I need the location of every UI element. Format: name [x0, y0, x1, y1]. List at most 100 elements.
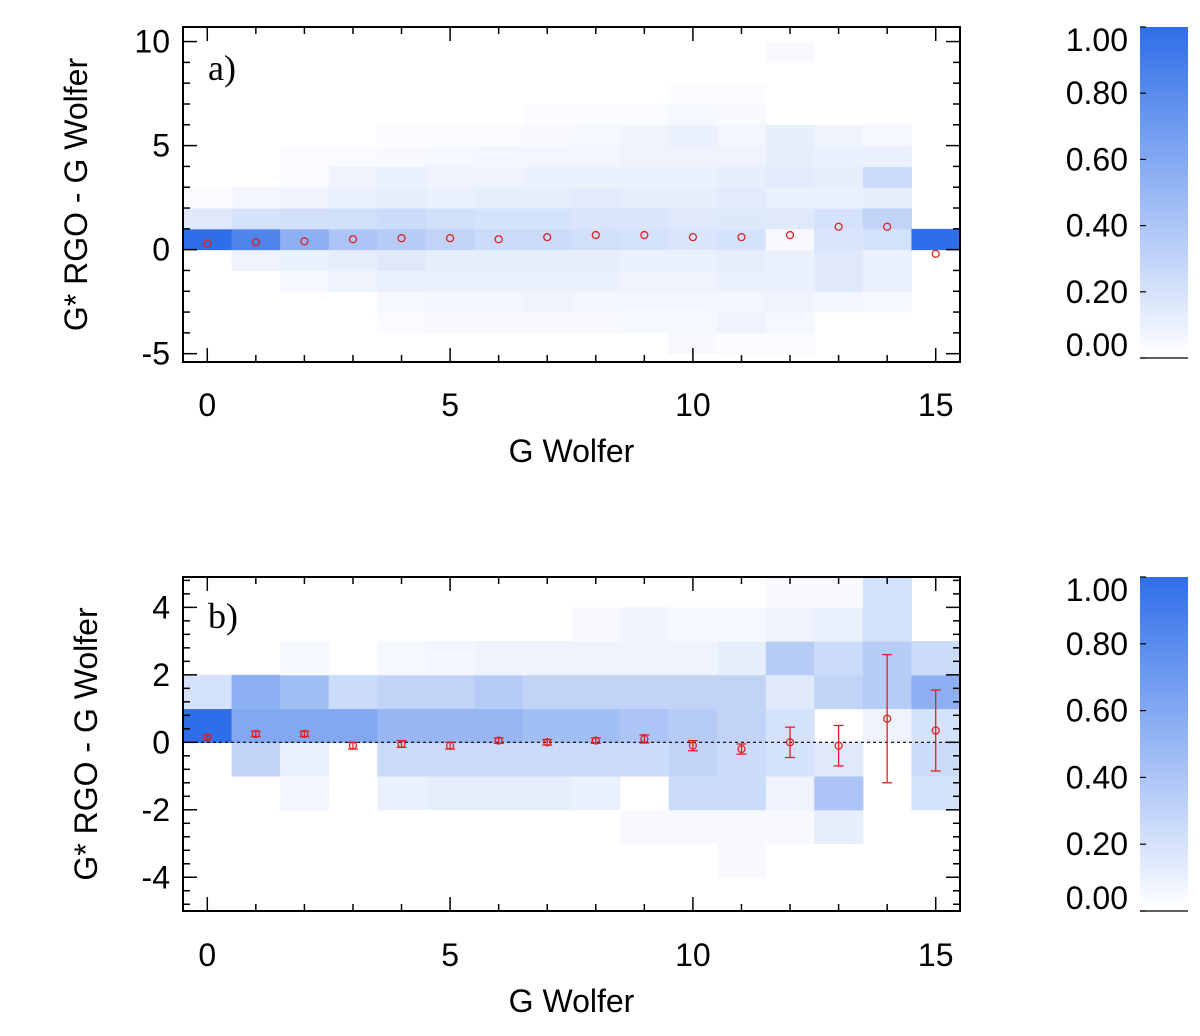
heatmap-cell [280, 641, 330, 676]
heatmap-cell [571, 776, 621, 811]
heatmap-cell [231, 249, 281, 271]
heatmap-cell [571, 674, 621, 710]
mean-marker [203, 733, 212, 742]
heatmap-cell [814, 674, 864, 710]
heatmap-cell [668, 607, 718, 642]
heatmap-cell [425, 674, 475, 710]
mean-marker [834, 222, 843, 231]
heatmap-cell [668, 332, 718, 355]
mean-marker [348, 235, 358, 244]
heatmap-cell [717, 166, 767, 188]
heatmap-cell [231, 187, 281, 209]
heatmap-cell [522, 249, 572, 271]
x-tick-label: 10 [675, 387, 711, 423]
heatmap-cell [522, 742, 572, 777]
mean-marker [883, 222, 892, 231]
heatmap-cell [814, 166, 864, 188]
heatmap-cell [231, 742, 281, 777]
mean-marker [785, 738, 795, 747]
heatmap-cell [474, 776, 524, 811]
heatmap-cell [668, 103, 718, 126]
heatmap-cell [620, 208, 670, 230]
panel-label: b) [208, 596, 238, 636]
x-tick-label: 0 [198, 387, 216, 423]
heatmap-cell [571, 291, 621, 313]
heatmap-cell [474, 124, 524, 147]
heatmap-cell [474, 187, 524, 209]
heatmap-cell [425, 708, 475, 743]
heatmap-cell [862, 228, 912, 251]
mean-marker [640, 734, 649, 744]
x-tick-label: 5 [441, 387, 459, 423]
heatmap-cell [280, 249, 330, 271]
heatmap-cell [522, 708, 572, 743]
heatmap-cell [765, 208, 815, 230]
heatmap-cell [522, 270, 572, 292]
heatmap-cell [425, 641, 475, 676]
heatmap-cell [280, 742, 330, 777]
heatmap-cell [765, 809, 815, 845]
mean-marker [543, 738, 552, 747]
heatmap-cell [620, 641, 670, 676]
heatmap-cell [814, 291, 864, 313]
y-tick-label: 2 [152, 657, 170, 693]
heatmap-cell [183, 674, 233, 710]
plot-frame [182, 576, 961, 912]
colorbar-label: 0.20 [1066, 274, 1128, 310]
mean-marker [688, 741, 698, 750]
x-tick-label: 15 [918, 937, 954, 973]
mean-points [202, 653, 941, 784]
heatmap-cell [620, 249, 670, 271]
heatmap-cell [377, 708, 427, 743]
heatmap-cell [620, 124, 670, 147]
panel-b: 0 5 10 15 -4 -2 0 2 4 G Wolfer G* RGO - G Wolfer b)… [68, 572, 1188, 1019]
heatmap-cell [328, 208, 378, 230]
y-axis-label: G* RGO - G Wolfer [58, 58, 94, 332]
heatmap-cell [717, 187, 767, 209]
heatmap-cell [717, 83, 767, 105]
mean-marker [737, 233, 746, 242]
heatmap-cell [377, 145, 427, 167]
heatmap-cell [474, 208, 524, 230]
heatmap-cell [571, 145, 621, 167]
heatmap-cell [377, 228, 427, 251]
heatmap-cell [474, 641, 524, 676]
heatmap-cell [911, 641, 960, 676]
heatmap-cell [328, 249, 378, 271]
heatmap-cell [377, 124, 427, 147]
heatmap-cell [814, 208, 864, 230]
mean-marker [445, 741, 455, 750]
heatmap-cell [474, 291, 524, 313]
y-axis-label: G* RGO - G Wolfer [68, 607, 104, 881]
heatmap-cell [620, 674, 670, 710]
heatmap-cell [717, 843, 767, 878]
mean-marker [397, 234, 406, 243]
x-tick-label: 10 [675, 937, 711, 973]
heatmap-cell [765, 249, 815, 271]
heatmap-cell [377, 208, 427, 230]
heatmap-cell [862, 124, 912, 147]
colorbar-label: 0.80 [1066, 75, 1128, 111]
heatmap-cell [571, 249, 621, 271]
heatmap-cell [377, 291, 427, 313]
heatmap-cell [765, 291, 815, 313]
mean-marker [543, 233, 552, 242]
heatmap-cell [717, 332, 767, 355]
heatmap-cell [814, 607, 864, 642]
heatmap-cell [765, 270, 815, 292]
heatmap-cell [668, 270, 718, 292]
heatmap-cell [717, 270, 767, 292]
heatmap-cell [668, 291, 718, 313]
heatmap-cell [571, 742, 621, 777]
heatmap-cell [668, 776, 718, 811]
heatmap-cell [765, 124, 815, 147]
heatmap-cell [571, 270, 621, 292]
heatmap-cell [765, 607, 815, 642]
mean-marker [251, 238, 260, 247]
mean-marker [300, 237, 309, 246]
heatmap-cell [425, 187, 475, 209]
heatmap-cell [814, 124, 864, 147]
heatmap-cell [474, 270, 524, 292]
heatmap-cell [280, 776, 330, 811]
